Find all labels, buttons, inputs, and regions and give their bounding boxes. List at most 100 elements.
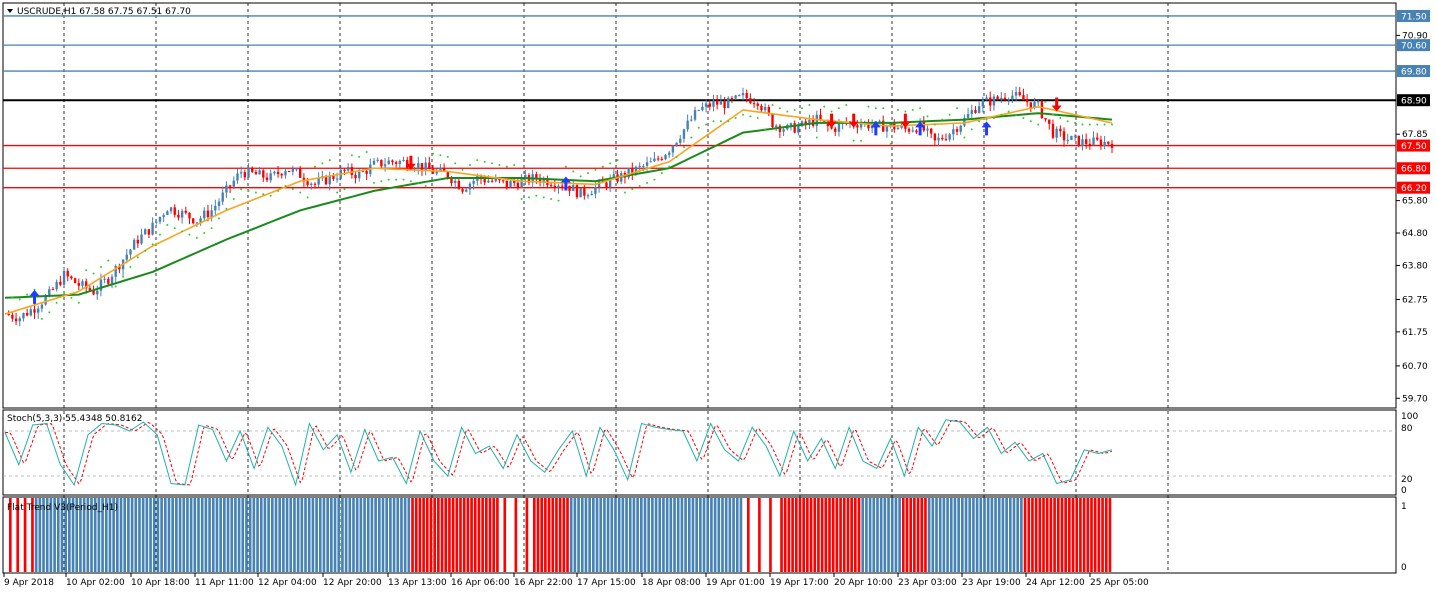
flat-trend-bar	[462, 498, 466, 572]
flat-trend-bar	[1075, 498, 1079, 572]
flat-trend-bar	[477, 498, 481, 572]
candle-body	[977, 106, 981, 113]
candle-body	[450, 177, 453, 183]
candle-body	[232, 180, 235, 187]
stoch-panel	[2, 409, 1397, 496]
psar-dot	[705, 123, 708, 126]
psar-dot	[70, 296, 73, 299]
flat-trend-bar	[267, 498, 270, 572]
flat-trend-bar	[905, 498, 909, 572]
candle-body	[177, 214, 180, 218]
psar-dot	[801, 107, 804, 110]
candle-body	[1000, 97, 1003, 100]
flat-trend-bar	[861, 498, 865, 572]
candle-body	[140, 234, 143, 244]
flat-trend-bar	[942, 498, 946, 572]
psar-dot	[173, 227, 176, 230]
psar-dot	[409, 180, 412, 183]
psar-dot	[668, 165, 671, 168]
candle-body	[1037, 101, 1040, 103]
candle-body	[837, 123, 841, 132]
flat-trend-bar	[470, 498, 473, 572]
candle-body	[771, 114, 774, 128]
flat-trend-bar	[986, 498, 990, 572]
candle-body	[642, 165, 645, 167]
stoch-label: Stoch(5,3,3) 55.4348 50.8162	[7, 414, 142, 424]
candle-body	[1107, 141, 1110, 144]
psar-dot	[432, 152, 435, 155]
candle-body	[1081, 139, 1084, 146]
flat-trend-bar	[104, 498, 108, 572]
psar-dot	[527, 196, 530, 199]
dropdown-triangle-icon[interactable]	[7, 9, 13, 13]
parabolic-sar	[11, 100, 1113, 320]
flat-trend-bar	[920, 498, 924, 572]
psar-dot	[697, 126, 700, 129]
flat-trend-bar	[1071, 498, 1075, 572]
psar-dot	[144, 249, 147, 252]
candle-body	[44, 295, 47, 305]
candle-body	[749, 98, 752, 104]
candle-body	[1059, 128, 1062, 132]
psar-dot	[402, 178, 405, 181]
flat-trend-bar	[448, 498, 451, 572]
candle-body	[933, 133, 937, 141]
psar-dot	[1007, 110, 1010, 113]
candle-body	[210, 210, 213, 218]
flat-trend-bar	[200, 498, 204, 572]
candle-body	[568, 185, 571, 192]
sell-arrow-icon	[826, 113, 837, 128]
candle-body	[741, 93, 745, 96]
candle-body	[88, 288, 92, 291]
candle-body	[989, 97, 992, 106]
flat-trend-bar	[1068, 498, 1071, 572]
flat-trend-bar	[1090, 498, 1093, 572]
psar-dot	[203, 232, 206, 235]
flat-trend-bar	[783, 498, 787, 572]
flat-trend-bar	[968, 498, 972, 572]
psar-dot	[232, 198, 235, 201]
flat-trend-bar	[547, 498, 551, 572]
flat-trend-bar	[182, 498, 186, 572]
flat-trend-bar	[1060, 498, 1064, 572]
candle-body	[84, 281, 88, 289]
stoch-tick-80: 80	[1401, 424, 1413, 434]
flat-trend-bar	[363, 498, 366, 572]
candle-body	[383, 164, 387, 167]
candle-body	[959, 125, 962, 132]
candle-body	[1007, 99, 1010, 101]
psar-dot	[719, 120, 722, 123]
psar-dot	[151, 243, 154, 246]
candle-body	[81, 281, 84, 286]
candle-body	[14, 318, 18, 322]
candle-body	[1066, 139, 1069, 141]
flat-trend-bar	[924, 498, 927, 572]
psar-dot	[616, 159, 619, 162]
candle-body	[391, 160, 394, 163]
flat-trend-bar	[1020, 498, 1023, 572]
candle-body	[911, 130, 914, 132]
candle-body	[114, 265, 117, 277]
time-axis-label: 23 Apr 19:00	[962, 578, 1021, 588]
flat-trend-bar	[794, 498, 798, 572]
psar-dot	[343, 188, 346, 191]
psar-dot	[926, 115, 929, 118]
psar-dot	[299, 191, 302, 194]
candle-body	[1110, 143, 1114, 148]
flat-trend-bar	[127, 498, 130, 572]
flat-trend-bar	[123, 498, 127, 572]
flat-trend-bar	[252, 498, 256, 572]
candle-body	[605, 182, 608, 188]
psar-dot	[823, 105, 826, 108]
flat-trend-bar	[514, 498, 518, 572]
flat-trend-bar	[330, 498, 333, 572]
level-tag	[1397, 94, 1430, 107]
candle-body	[1040, 101, 1044, 119]
flat-trend-bar	[1049, 498, 1053, 572]
flat-trend-bar	[167, 498, 171, 572]
level-tag-text: 68.90	[1401, 97, 1427, 107]
candle-body	[804, 121, 807, 125]
flat-trend-bar	[503, 498, 507, 572]
candle-body	[1096, 137, 1099, 140]
candle-body	[1062, 131, 1066, 141]
